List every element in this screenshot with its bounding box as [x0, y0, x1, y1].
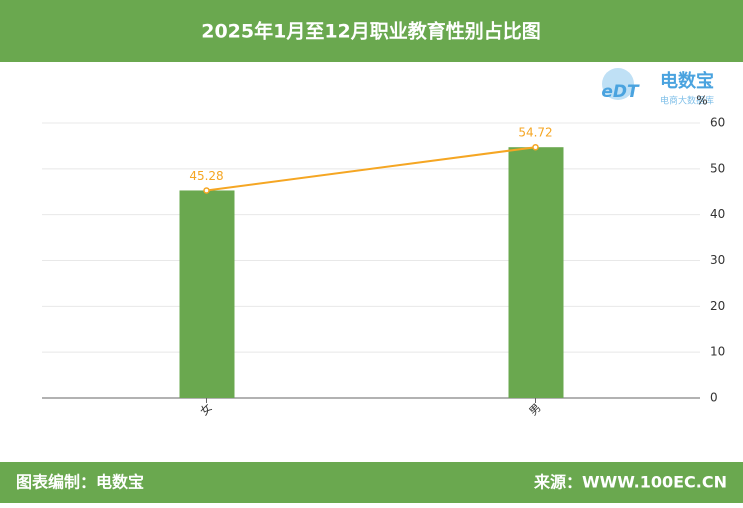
y-tick-label: 10	[710, 345, 725, 359]
footer-bar	[0, 462, 743, 503]
y-tick-label: 50	[710, 161, 725, 175]
line	[206, 146, 536, 192]
x-tick-label: 男	[527, 401, 544, 418]
bar	[179, 190, 235, 398]
chart-title: 2025年1月至12月职业教育性别占比图	[201, 20, 541, 43]
footer-right: 来源：WWW.100EC.CN	[533, 473, 727, 492]
logo-cloud	[602, 68, 634, 100]
y-tick-label: 20	[710, 299, 725, 313]
y-unit: %	[696, 94, 707, 108]
y-tick-label: 0	[710, 391, 718, 405]
logo-mark: eDT	[601, 82, 640, 102]
y-tick-label: 60	[710, 116, 725, 130]
line-point	[203, 187, 210, 194]
footer-left: 图表编制：电数宝	[16, 473, 144, 492]
bar	[508, 147, 564, 398]
y-tick-label: 40	[710, 207, 725, 221]
header-bar	[0, 0, 743, 62]
x-tick-label: 女	[197, 400, 215, 418]
y-tick-label: 30	[710, 253, 725, 267]
logo-tagline: 电商大数据库	[660, 95, 714, 107]
line-point	[532, 143, 539, 151]
data-label: 54.72	[518, 126, 552, 140]
data-label: 45.28	[189, 169, 223, 183]
logo-name: 电数宝	[660, 70, 714, 92]
